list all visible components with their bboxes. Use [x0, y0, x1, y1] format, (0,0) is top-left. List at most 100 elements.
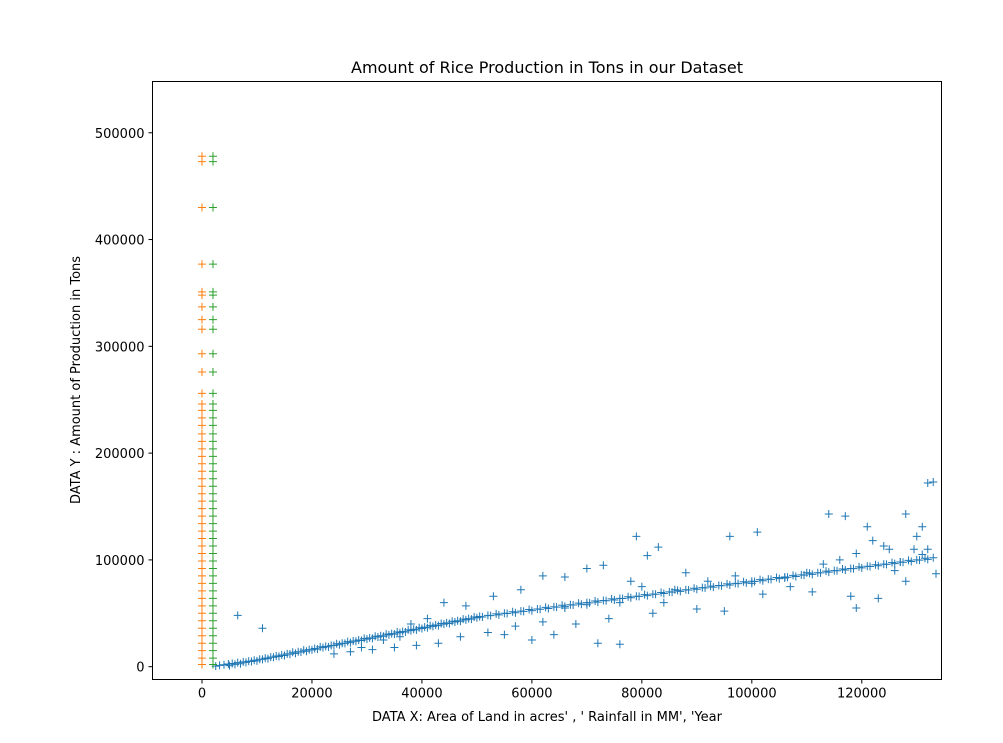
chart-title: Amount of Rice Production in Tons in our…	[351, 58, 743, 77]
data-point-series-1	[241, 658, 250, 667]
data-point-series-1	[494, 610, 503, 619]
data-point-series-2	[197, 571, 206, 580]
data-point-series-2	[197, 616, 206, 625]
data-point-series-1	[552, 603, 561, 612]
data-point-series-2	[197, 291, 206, 300]
data-point-series-1	[819, 560, 828, 569]
data-point-series-1	[885, 545, 894, 554]
data-point-series-1	[841, 512, 850, 521]
data-point-series-1	[747, 579, 756, 588]
data-point-series-2	[197, 504, 206, 513]
data-point-series-1	[874, 594, 883, 603]
data-point-series-3	[208, 571, 217, 580]
x-tick-label: 20000	[291, 687, 332, 702]
data-point-series-1	[417, 624, 426, 633]
data-point-series-2	[197, 660, 206, 669]
data-point-series-1	[816, 568, 825, 577]
data-point-series-1	[901, 577, 910, 586]
data-point-series-1	[866, 562, 875, 571]
data-point-series-1	[428, 622, 437, 631]
data-point-series-1	[593, 639, 602, 648]
data-point-series-1	[659, 598, 668, 607]
data-point-series-1	[329, 649, 338, 658]
data-point-series-1	[835, 555, 844, 564]
data-points	[197, 152, 941, 671]
data-point-series-3	[208, 624, 217, 633]
data-point-series-3	[208, 579, 217, 588]
data-point-series-1	[824, 568, 833, 577]
data-point-series-1	[215, 661, 224, 670]
data-point-series-2	[197, 549, 206, 558]
data-point-series-3	[208, 325, 217, 334]
data-point-series-1	[582, 600, 591, 609]
data-point-series-1	[890, 559, 899, 568]
data-point-series-1	[569, 600, 578, 609]
data-point-series-1	[483, 628, 492, 637]
x-tick-label: 80000	[621, 687, 662, 702]
data-point-series-3	[208, 660, 217, 669]
data-point-series-1	[357, 643, 366, 652]
data-point-series-1	[725, 532, 734, 541]
data-point-series-1	[503, 609, 512, 618]
data-point-series-1	[324, 642, 333, 651]
data-point-series-1	[307, 645, 316, 654]
data-point-series-3	[208, 474, 217, 483]
data-point-series-1	[346, 647, 355, 656]
data-point-series-1	[423, 614, 432, 623]
data-point-series-1	[379, 635, 388, 644]
data-point-series-3	[208, 291, 217, 300]
data-point-series-1	[472, 613, 481, 622]
data-point-series-3	[208, 482, 217, 491]
data-point-series-2	[197, 519, 206, 528]
y-tick-label: 100000	[95, 554, 145, 569]
data-point-series-1	[918, 522, 927, 531]
data-point-series-2	[197, 579, 206, 588]
data-point-series-1	[527, 606, 536, 615]
data-point-series-1	[923, 479, 932, 488]
data-point-series-1	[247, 657, 256, 666]
data-point-series-1	[456, 632, 465, 641]
data-point-series-1	[632, 532, 641, 541]
data-point-series-1	[582, 564, 591, 573]
data-point-series-3	[208, 601, 217, 610]
data-point-series-3	[208, 367, 217, 376]
data-point-series-1	[775, 574, 784, 583]
data-point-series-1	[384, 630, 393, 639]
data-point-series-2	[197, 302, 206, 311]
data-point-series-1	[725, 580, 734, 589]
data-point-series-1	[340, 639, 349, 648]
data-point-series-1	[912, 532, 921, 541]
data-point-series-2	[197, 512, 206, 521]
data-point-series-2	[197, 534, 206, 543]
data-point-series-1	[434, 621, 443, 630]
data-point-series-3	[208, 609, 217, 618]
data-point-series-1	[549, 630, 558, 639]
data-point-series-1	[701, 583, 710, 592]
data-point-series-1	[676, 587, 685, 596]
data-point-series-1	[648, 609, 657, 618]
data-point-series-1	[434, 639, 443, 648]
data-point-series-1	[890, 566, 899, 575]
data-point-series-3	[208, 452, 217, 461]
data-point-series-1	[734, 579, 743, 588]
data-point-series-1	[626, 577, 635, 586]
data-point-series-1	[929, 477, 938, 486]
data-point-series-1	[390, 630, 399, 639]
data-point-series-1	[258, 655, 267, 664]
data-point-series-1	[302, 647, 311, 656]
data-point-series-1	[439, 620, 448, 629]
data-point-series-1	[516, 585, 525, 594]
data-point-series-1	[808, 587, 817, 596]
data-point-series-2	[197, 406, 206, 415]
data-point-series-3	[208, 534, 217, 543]
data-point-series-1	[709, 583, 718, 592]
data-point-series-1	[230, 660, 239, 669]
data-point-series-1	[599, 561, 608, 570]
data-point-series-1	[335, 640, 344, 649]
data-point-series-2	[197, 421, 206, 430]
data-point-series-3	[208, 467, 217, 476]
data-point-series-3	[208, 527, 217, 536]
x-axis: 0 20000 40000 60000 80000 100000 120000	[198, 679, 887, 702]
data-point-series-3	[208, 413, 217, 422]
